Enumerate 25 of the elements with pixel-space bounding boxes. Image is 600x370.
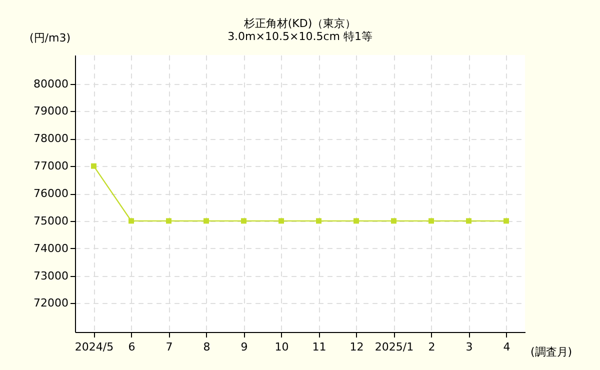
x-axis-title: (調査月)	[530, 346, 572, 358]
x-tick-label: 6	[128, 340, 136, 354]
x-tick-label: 12	[350, 340, 364, 354]
x-tick-label: 10	[274, 340, 289, 354]
y-tick-label: 76000	[34, 187, 68, 200]
x-tick-label: 8	[203, 340, 210, 354]
x-tick-label: 2024/5	[74, 340, 114, 354]
x-tick-label: 3	[466, 340, 473, 354]
y-axis-title: (円/m3)	[29, 32, 70, 44]
y-tick-label: 72000	[34, 296, 68, 310]
chart-subtitle: 3.0m×10.5×10.5cm 特1等	[228, 30, 372, 43]
y-tick-label: 79000	[34, 104, 68, 118]
y-tick-label: 80000	[34, 77, 68, 90]
y-tick-label: 78000	[34, 132, 68, 146]
y-tick-label: 74000	[34, 242, 68, 255]
y-tick-label: 73000	[34, 269, 68, 282]
x-tick-label: 11	[312, 340, 326, 354]
chart-title: 杉正角材(KD)（東京）	[242, 17, 356, 30]
x-tick-label: 4	[503, 340, 510, 354]
x-tick-label: 9	[240, 340, 248, 354]
x-tick-label: 2	[428, 340, 436, 354]
y-tick-label: 77000	[34, 160, 68, 173]
x-tick-label: 7	[166, 340, 173, 354]
x-tick-label: 2025/1	[374, 340, 414, 354]
y-tick-label: 75000	[34, 214, 68, 228]
